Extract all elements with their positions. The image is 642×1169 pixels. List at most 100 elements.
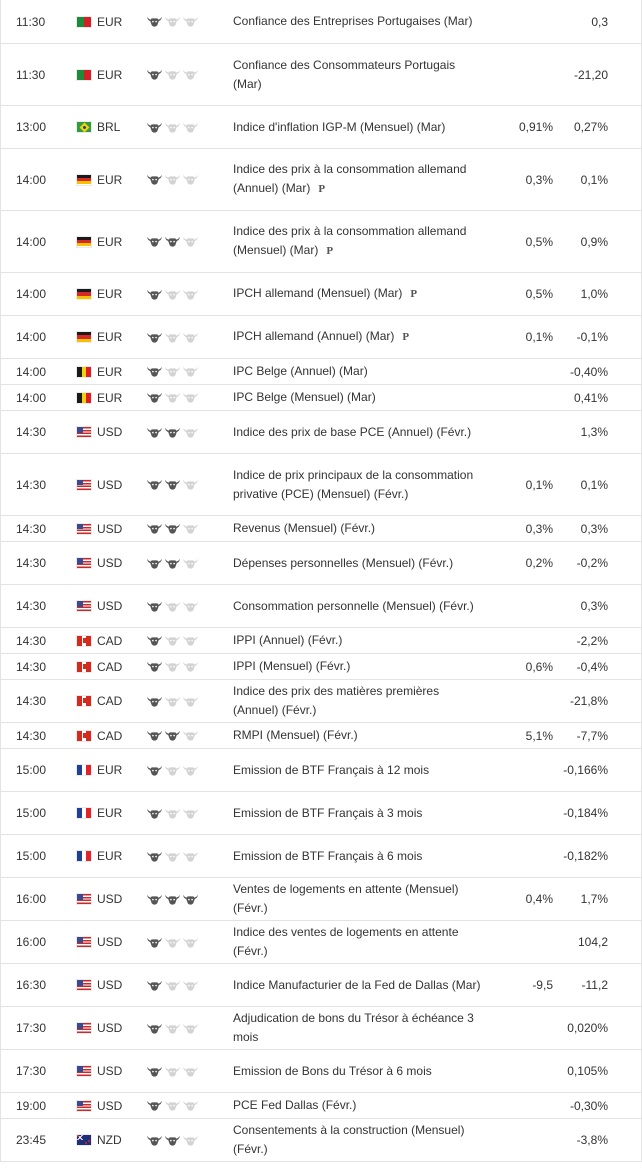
event-name-text[interactable]: IPPI (Mensuel) (Févr.) [233, 659, 351, 673]
event-row[interactable]: 15:00 EUR Emission de BTF Français à 12 mo… [1, 748, 641, 791]
event-name-text[interactable]: Consentements à la construction (Mensuel… [233, 1123, 465, 1156]
event-name[interactable]: Indice d'inflation IGP-M (Mensuel) (Mar) [233, 118, 485, 137]
bull-icon [165, 730, 183, 741]
event-name[interactable]: IPCH allemand (Mensuel) (Mar) P [233, 284, 485, 304]
event-name-text[interactable]: Emission de Bons du Trésor à 6 mois [233, 1063, 432, 1078]
event-row[interactable]: 11:30 EUR Confiance des Consommateurs Port… [1, 43, 641, 105]
event-name-text[interactable]: IPCH allemand (Mensuel) (Mar) [233, 286, 403, 300]
event-name[interactable]: Ventes de logements en attente (Mensuel)… [233, 880, 485, 918]
event-row[interactable]: 16:00 USD Ventes de logements en attente (… [1, 877, 641, 920]
event-row[interactable]: 16:30 USD Indice Manufacturier de la Fed d… [1, 963, 641, 1006]
event-name-text[interactable]: Emission de BTF Français à 12 mois [233, 762, 430, 777]
event-row[interactable]: 17:30 USD Emission de Bons du Trésor à 6 m… [1, 1049, 641, 1092]
event-previous: 104,2 [577, 935, 608, 949]
event-name-text[interactable]: Confiance des Entreprises Portugaises (M… [233, 14, 473, 28]
event-row[interactable]: 11:30 EUR Confiance des Entreprises Portug… [1, 0, 641, 43]
event-name-text[interactable]: Indice Manufacturier de la Fed de Dallas… [233, 977, 481, 992]
bull-icon [183, 601, 201, 612]
event-row[interactable]: 14:30 CAD RMPI (Mensuel) (Févr.) 5,1% -7,7% [1, 722, 641, 748]
event-row[interactable]: 14:30 CAD IPPI (Annuel) (Févr.) -2,2% [1, 627, 641, 653]
event-name[interactable]: Dépenses personnelles (Mensuel) (Févr.) [233, 554, 485, 573]
event-row[interactable]: 23:45 NZD Consentements à la construction … [1, 1118, 641, 1161]
event-row[interactable]: 14:30 CAD IPPI (Mensuel) (Févr.) 0,6% -0,4% [1, 653, 641, 679]
event-name-text[interactable]: IPCH allemand (Annuel) (Mar) [233, 329, 395, 343]
event-name[interactable]: Adjudication de bons du Trésor à échéanc… [233, 1009, 485, 1047]
event-name-text[interactable]: RMPI (Mensuel) (Févr.) [233, 728, 358, 742]
event-row[interactable]: 14:30 CAD Indice des prix des matières pre… [1, 679, 641, 722]
event-name[interactable]: IPPI (Annuel) (Févr.) [233, 631, 485, 650]
bull-icon [147, 392, 165, 403]
event-row[interactable]: 16:00 USD Indice des ventes de logements e… [1, 920, 641, 963]
event-name[interactable]: Emission de Bons du Trésor à 6 mois [233, 1062, 485, 1081]
event-name[interactable]: Emission de BTF Français à 6 mois [233, 847, 485, 866]
event-name[interactable]: Indice des prix de base PCE (Annuel) (Fé… [233, 423, 485, 442]
event-row[interactable]: 14:00 EUR Indice des prix à la consommatio… [1, 148, 641, 210]
event-name-text[interactable]: Indice d'inflation IGP-M (Mensuel) (Mar) [233, 119, 446, 134]
event-name-text[interactable]: Consommation personnelle (Mensuel) (Févr… [233, 598, 474, 613]
event-importance [143, 523, 233, 534]
event-row[interactable]: 14:30 USD Indice de prix principaux de la … [1, 453, 641, 515]
event-name[interactable]: Consommation personnelle (Mensuel) (Févr… [233, 597, 485, 616]
event-name[interactable]: Confiance des Consommateurs Portugais (M… [233, 56, 485, 94]
event-name-text[interactable]: Emission de BTF Français à 6 mois [233, 848, 423, 863]
event-name[interactable]: RMPI (Mensuel) (Févr.) [233, 726, 485, 745]
event-name-text[interactable]: Indice des ventes de logements en attent… [233, 925, 459, 958]
event-name[interactable]: Emission de BTF Français à 12 mois [233, 761, 485, 780]
bull-icon [183, 174, 201, 185]
event-name[interactable]: Revenus (Mensuel) (Févr.) [233, 519, 485, 538]
event-name[interactable]: Indice des ventes de logements en attent… [233, 923, 485, 961]
event-name[interactable]: IPCH allemand (Annuel) (Mar) P [233, 327, 485, 347]
event-row[interactable]: 14:30 USD Indice des prix de base PCE (Ann… [1, 410, 641, 453]
event-time: 11:30 [16, 67, 46, 82]
event-name[interactable]: Consentements à la construction (Mensuel… [233, 1121, 485, 1159]
event-name[interactable]: Indice de prix principaux de la consomma… [233, 466, 485, 504]
event-name-text[interactable]: IPC Belge (Annuel) (Mar) [233, 364, 368, 378]
event-name[interactable]: Indice des prix à la consommation allema… [233, 160, 485, 199]
event-row[interactable]: 14:00 EUR IPCH allemand (Mensuel) (Mar) P 0,… [1, 272, 641, 315]
event-previous: 0,27% [573, 120, 608, 134]
event-name[interactable]: PCE Fed Dallas (Févr.) [233, 1096, 485, 1115]
bull-icon [147, 558, 165, 569]
event-name[interactable]: IPPI (Mensuel) (Févr.) [233, 657, 485, 676]
event-row[interactable]: 17:30 USD Adjudication de bons du Trésor à… [1, 1006, 641, 1049]
event-name-text[interactable]: Revenus (Mensuel) (Févr.) [233, 521, 376, 535]
event-row[interactable]: 14:00 EUR Indice des prix à la consommatio… [1, 210, 641, 272]
event-row[interactable]: 13:00 BRL Indice d'inflation IGP-M (Mensue… [1, 105, 641, 148]
event-name-text[interactable]: Dépenses personnelles (Mensuel) (Févr.) [233, 555, 454, 570]
event-name-text[interactable]: Confiance des Consommateurs Portugais (M… [233, 57, 456, 91]
event-name[interactable]: Indice des prix à la consommation allema… [233, 222, 485, 261]
event-name[interactable]: IPC Belge (Mensuel) (Mar) [233, 388, 485, 407]
event-name[interactable]: Indice des prix des matières premières (… [233, 682, 485, 720]
currency-code: EUR [97, 364, 123, 379]
event-name[interactable]: Confiance des Entreprises Portugaises (M… [233, 12, 485, 31]
event-time: 11:30 [16, 14, 46, 29]
event-name-text[interactable]: IPC Belge (Mensuel) (Mar) [233, 390, 376, 404]
event-name-text[interactable]: Indice des prix à la consommation allema… [233, 224, 467, 257]
event-name[interactable]: Indice Manufacturier de la Fed de Dallas… [233, 976, 485, 995]
event-name-text[interactable]: Indice des prix de base PCE (Annuel) (Fé… [233, 424, 472, 439]
event-name[interactable]: IPC Belge (Annuel) (Mar) [233, 362, 485, 381]
event-row[interactable]: 14:30 USD Dépenses personnelles (Mensuel) … [1, 541, 641, 584]
event-row[interactable]: 15:00 EUR Emission de BTF Français à 3 moi… [1, 791, 641, 834]
event-name-text[interactable]: Indice des prix des matières premières (… [233, 684, 440, 717]
event-row[interactable]: 14:00 EUR IPC Belge (Annuel) (Mar) -0,40% [1, 358, 641, 384]
event-importance [143, 894, 233, 905]
event-name-text[interactable]: Adjudication de bons du Trésor à échéanc… [233, 1011, 474, 1044]
event-name-text[interactable]: Indice des prix à la consommation allema… [233, 162, 467, 195]
event-currency: CAD [77, 634, 143, 648]
currency-code: EUR [97, 172, 123, 187]
event-row[interactable]: 14:00 EUR IPC Belge (Mensuel) (Mar) 0,41% [1, 384, 641, 410]
event-row[interactable]: 15:00 EUR Emission de BTF Français à 6 moi… [1, 834, 641, 877]
event-name-text[interactable]: PCE Fed Dallas (Févr.) [233, 1098, 357, 1112]
event-row[interactable]: 14:30 USD Revenus (Mensuel) (Févr.) 0,3% 0,3… [1, 515, 641, 541]
event-name[interactable]: Emission de BTF Français à 3 mois [233, 804, 485, 823]
event-name-text[interactable]: Indice de prix principaux de la consomma… [233, 467, 474, 501]
event-row[interactable]: 19:00 USD PCE Fed Dallas (Févr.) -0,30% [1, 1092, 641, 1118]
event-name-text[interactable]: IPPI (Annuel) (Févr.) [233, 633, 343, 647]
event-forecast: 0,5% [525, 287, 553, 301]
event-row[interactable]: 14:30 USD Consommation personnelle (Mensue… [1, 584, 641, 627]
event-name-text[interactable]: Emission de BTF Français à 3 mois [233, 805, 423, 820]
currency-code: USD [97, 978, 123, 992]
event-row[interactable]: 14:00 EUR IPCH allemand (Annuel) (Mar) P 0,1… [1, 315, 641, 358]
event-name-text[interactable]: Ventes de logements en attente (Mensuel)… [233, 882, 459, 915]
